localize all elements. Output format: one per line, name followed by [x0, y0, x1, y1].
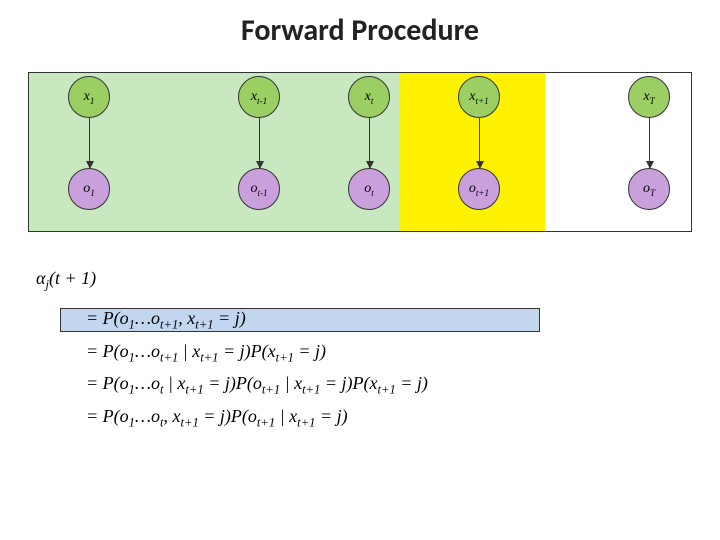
- obs-label: ot: [364, 181, 374, 198]
- obs-label: ot+1: [469, 181, 489, 198]
- state-label: xT: [643, 89, 654, 106]
- obs-label: o1: [83, 181, 95, 198]
- emission-arrow: [369, 118, 370, 168]
- equation-line: = P(o1…ot+1, xt+1 = j): [86, 308, 428, 333]
- observation-node: ot+1: [458, 168, 500, 210]
- state-node: xt-1: [238, 76, 280, 118]
- equation-line: = P(o1…ot | xt+1 = j)P(ot+1 | xt+1 = j)P…: [86, 373, 428, 398]
- state-label: x1: [84, 89, 95, 106]
- observation-node: ot: [348, 168, 390, 210]
- state-label: xt-1: [251, 89, 267, 106]
- observation-node: oT: [628, 168, 670, 210]
- emission-arrow: [479, 118, 480, 168]
- page-title: Forward Procedure: [0, 12, 720, 49]
- equations-block: = P(o1…ot+1, xt+1 = j) = P(o1…ot+1 | xt+1…: [86, 308, 428, 438]
- equation-line: = P(o1…ot, xt+1 = j)P(ot+1 | xt+1 = j): [86, 406, 428, 431]
- observation-node: o1: [68, 168, 110, 210]
- observation-node: ot-1: [238, 168, 280, 210]
- emission-arrow: [649, 118, 650, 168]
- state-label: xt: [365, 89, 374, 106]
- state-node: x1: [68, 76, 110, 118]
- state-node: xt+1: [458, 76, 500, 118]
- state-node: xT: [628, 76, 670, 118]
- hmm-diagram: x1 o1 xt-1 ot-1 xt ot xt+1 ot+1 xT oT: [28, 72, 692, 232]
- state-label: xt+1: [469, 89, 488, 106]
- obs-label: oT: [643, 181, 655, 198]
- obs-label: ot-1: [250, 181, 267, 198]
- equation-line: = P(o1…ot+1 | xt+1 = j)P(xt+1 = j): [86, 341, 428, 366]
- emission-arrow: [89, 118, 90, 168]
- state-node: xt: [348, 76, 390, 118]
- alpha-expression: αj(t + 1): [36, 268, 96, 293]
- emission-arrow: [259, 118, 260, 168]
